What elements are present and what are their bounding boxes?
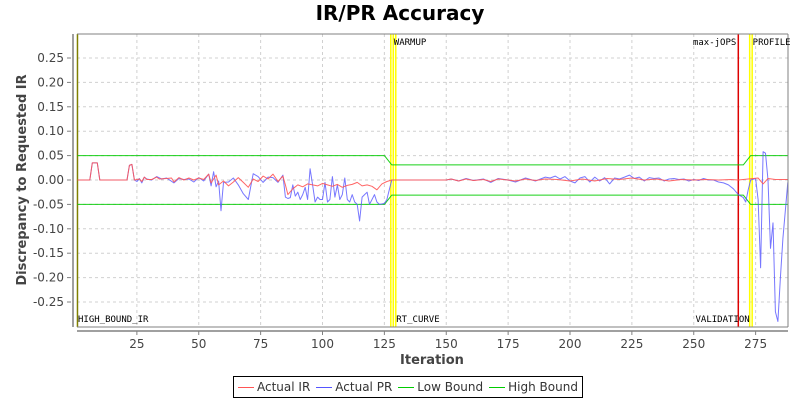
y-tick-label: 0.10: [37, 124, 64, 138]
y-tick-label: 0.05: [37, 149, 64, 163]
legend-item-low-bound: Low Bound: [398, 380, 483, 394]
series-low-bound: [77, 194, 788, 205]
marker-label-warmup: WARMUP: [394, 38, 427, 48]
y-tick-label: -0.20: [33, 271, 64, 285]
x-tick-label: 175: [497, 337, 520, 351]
x-tick-label: 150: [435, 337, 458, 351]
line-swatch-icon: [316, 386, 333, 388]
data-series: [77, 151, 789, 322]
line-swatch-icon: [238, 386, 254, 388]
chart-title: IR/PR Accuracy: [315, 1, 485, 25]
legend-item-high-bound: High Bound: [489, 380, 578, 394]
marker-label-validation: VALIDATION: [695, 315, 749, 325]
marker-labels: HIGH_BOUND_IR WARMUP RT_CURVE max-jOPS VALID…: [78, 38, 791, 325]
series-actual-ir: [77, 162, 788, 196]
marker-label-high-bound-ir: HIGH_BOUND_IR: [78, 315, 149, 325]
x-tick-label: 225: [620, 337, 643, 351]
x-tick-label: 125: [373, 337, 396, 351]
axes: 25 50 75 100 125 150 175 200 225 250 275 0.25 0.20 0.…: [15, 33, 789, 368]
series-high-bound: [77, 155, 788, 166]
x-tick-label: 100: [311, 337, 334, 351]
y-tick-label: -0.25: [33, 295, 64, 309]
marker-label-max-jops: max-jOPS: [693, 38, 736, 48]
x-tick-label: 25: [129, 337, 144, 351]
legend-label: Actual PR: [335, 380, 393, 394]
x-tick-label: 200: [559, 337, 582, 351]
y-tick-label: 0.00: [37, 173, 64, 187]
legend-label: Actual IR: [257, 380, 311, 394]
line-swatch-icon: [489, 386, 506, 388]
chart-legend: Actual IR Actual PR Low Bound High Bound: [233, 376, 583, 398]
y-tick-label: 0.20: [37, 75, 64, 89]
x-tick-label: 50: [191, 337, 206, 351]
y-tick-label: -0.10: [33, 222, 64, 236]
y-tick-label: -0.15: [33, 246, 64, 260]
y-tick-label: 0.25: [37, 51, 64, 65]
legend-item-actual-pr: Actual PR: [316, 380, 392, 394]
line-swatch-icon: [398, 386, 415, 388]
legend-label: High Bound: [508, 380, 578, 394]
y-tick-label: -0.05: [33, 197, 64, 211]
legend-label: Low Bound: [417, 380, 484, 394]
y-axis-title: Discrepancy to Requested IR: [15, 74, 30, 285]
x-axis-title: Iteration: [400, 353, 464, 368]
y-tick-label: 0.15: [37, 100, 64, 114]
marker-label-profile: PROFILE: [753, 38, 791, 48]
x-tick-label: 75: [253, 337, 268, 351]
marker-label-rt-curve: RT_CURVE: [396, 315, 439, 325]
x-tick-label: 275: [744, 337, 767, 351]
x-tick-label: 250: [682, 337, 705, 351]
legend-item-actual-ir: Actual IR: [238, 380, 310, 394]
